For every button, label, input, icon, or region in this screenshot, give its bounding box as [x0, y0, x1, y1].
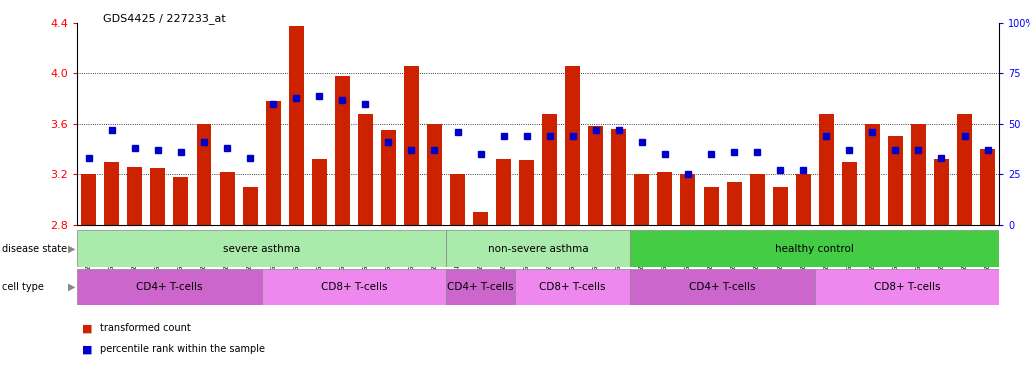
Text: CD4+ T-cells: CD4+ T-cells — [136, 282, 203, 292]
Bar — [312, 159, 327, 225]
Text: disease state: disease state — [2, 244, 67, 254]
Bar — [128, 167, 142, 225]
Text: CD4+ T-cells: CD4+ T-cells — [447, 282, 514, 292]
Bar — [450, 174, 465, 225]
Bar — [911, 124, 926, 225]
Bar — [515, 269, 630, 305]
Bar — [173, 177, 188, 225]
Text: transformed count: transformed count — [100, 323, 191, 333]
Bar — [519, 161, 535, 225]
Bar — [473, 212, 488, 225]
Bar — [77, 230, 446, 267]
Bar — [197, 124, 211, 225]
Bar — [446, 230, 630, 267]
Bar — [634, 174, 649, 225]
Text: severe asthma: severe asthma — [222, 243, 301, 254]
Bar — [446, 269, 515, 305]
Bar — [819, 114, 833, 225]
Bar — [934, 159, 949, 225]
Bar — [957, 114, 972, 225]
Bar — [865, 124, 880, 225]
Bar — [796, 174, 811, 225]
Bar — [681, 174, 695, 225]
Bar — [104, 162, 119, 225]
Text: CD8+ T-cells: CD8+ T-cells — [873, 282, 940, 292]
Bar — [335, 76, 350, 225]
Bar — [815, 269, 999, 305]
Bar — [772, 187, 788, 225]
Bar — [427, 124, 442, 225]
Bar — [77, 269, 262, 305]
Bar — [266, 101, 280, 225]
Bar — [243, 187, 258, 225]
Bar — [219, 172, 235, 225]
Bar — [262, 269, 446, 305]
Text: CD8+ T-cells: CD8+ T-cells — [540, 282, 606, 292]
Text: CD8+ T-cells: CD8+ T-cells — [320, 282, 387, 292]
Bar — [150, 168, 166, 225]
Bar — [630, 269, 815, 305]
Bar — [842, 162, 857, 225]
Bar — [81, 174, 96, 225]
Text: cell type: cell type — [2, 282, 44, 292]
Bar — [542, 114, 557, 225]
Text: healthy control: healthy control — [776, 243, 854, 254]
Bar — [357, 114, 373, 225]
Text: ▶: ▶ — [68, 282, 75, 292]
Bar — [496, 159, 511, 225]
Text: CD4+ T-cells: CD4+ T-cells — [689, 282, 756, 292]
Text: GDS4425 / 227233_at: GDS4425 / 227233_at — [103, 13, 226, 24]
Bar — [612, 129, 626, 225]
Bar — [726, 182, 742, 225]
Text: ■: ■ — [82, 323, 93, 333]
Text: non-severe asthma: non-severe asthma — [488, 243, 588, 254]
Bar — [981, 149, 995, 225]
Bar — [404, 66, 419, 225]
Bar — [381, 130, 396, 225]
Text: percentile rank within the sample: percentile rank within the sample — [100, 344, 265, 354]
Bar — [750, 174, 764, 225]
Text: ■: ■ — [82, 344, 93, 354]
Text: ▶: ▶ — [68, 244, 75, 254]
Bar — [703, 187, 719, 225]
Bar — [888, 136, 903, 225]
Bar — [630, 230, 999, 267]
Bar — [288, 26, 304, 225]
Bar — [565, 66, 580, 225]
Bar — [657, 172, 673, 225]
Bar — [588, 126, 604, 225]
